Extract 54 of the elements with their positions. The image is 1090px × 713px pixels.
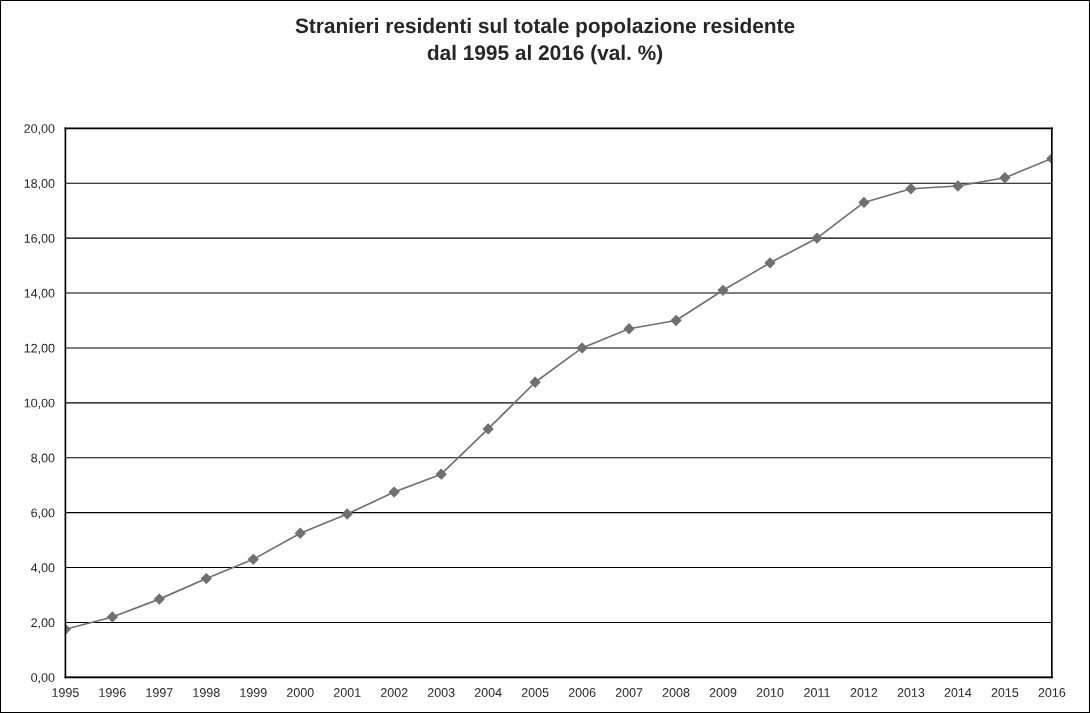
point: [247, 553, 259, 565]
point: [153, 593, 165, 605]
point: [576, 342, 588, 354]
y-tick-label: 0,00: [31, 673, 55, 684]
x-tick-label: 2015: [991, 688, 1019, 697]
point: [623, 323, 635, 335]
x-tick-label: 2009: [709, 688, 737, 697]
point: [482, 423, 494, 435]
x-tick-label: 1999: [240, 688, 267, 697]
point: [811, 232, 823, 244]
x-tick-label: 1997: [146, 688, 173, 697]
x-tick-label: 2012: [850, 688, 878, 697]
point: [200, 573, 212, 584]
x-tick-label: 2011: [804, 688, 830, 697]
x-tick-label: 2016: [1038, 688, 1066, 697]
chart-title: Stranieri residenti sul totale popolazione residente dal 1995 al 2016 (val. %): [295, 17, 795, 65]
y-tick-label: 14,00: [24, 288, 55, 300]
x-tick-label: 2010: [756, 688, 784, 697]
y-tick-label: 2,00: [31, 618, 55, 629]
point: [294, 527, 306, 539]
point: [106, 611, 118, 623]
y-tick-label: 18,00: [24, 179, 55, 190]
point: [529, 376, 541, 388]
point: [717, 284, 729, 296]
point: [999, 172, 1011, 184]
y-tick-label: 4,00: [30, 563, 55, 574]
y-tick-label: 10,00: [24, 398, 55, 409]
y-tick-label: 20,00: [24, 124, 55, 135]
y-tick-label: 16,00: [24, 233, 55, 245]
point: [435, 468, 447, 480]
y-tick-label: 12,00: [24, 343, 55, 355]
x-tick-label: 2004: [474, 688, 502, 697]
x-tick-label: 2005: [521, 688, 549, 697]
x-tick-label: 1996: [99, 688, 126, 697]
point: [670, 315, 682, 326]
point: [388, 486, 400, 498]
x-tick-label: 2013: [897, 688, 925, 697]
x-tick-label: 1995: [52, 688, 79, 697]
y-tick-label: 8,00: [31, 453, 55, 464]
x-tick-label: 1998: [193, 688, 220, 697]
point: [341, 508, 353, 520]
x-tick-label: 2002: [380, 688, 408, 697]
x-tick-label: 2003: [427, 688, 455, 697]
point: [905, 183, 917, 195]
y-tick-label: 6,00: [31, 508, 55, 519]
x-tick-label: 2008: [662, 688, 690, 697]
x-tick-label: 2001: [333, 688, 361, 697]
point: [858, 197, 870, 208]
x-tick-label: 2007: [615, 688, 643, 697]
x-tick-label: 2014: [944, 688, 972, 697]
point: [764, 257, 776, 269]
x-tick-label: 2000: [287, 688, 314, 697]
x-tick-label: 2006: [568, 688, 596, 697]
point: [952, 180, 964, 192]
